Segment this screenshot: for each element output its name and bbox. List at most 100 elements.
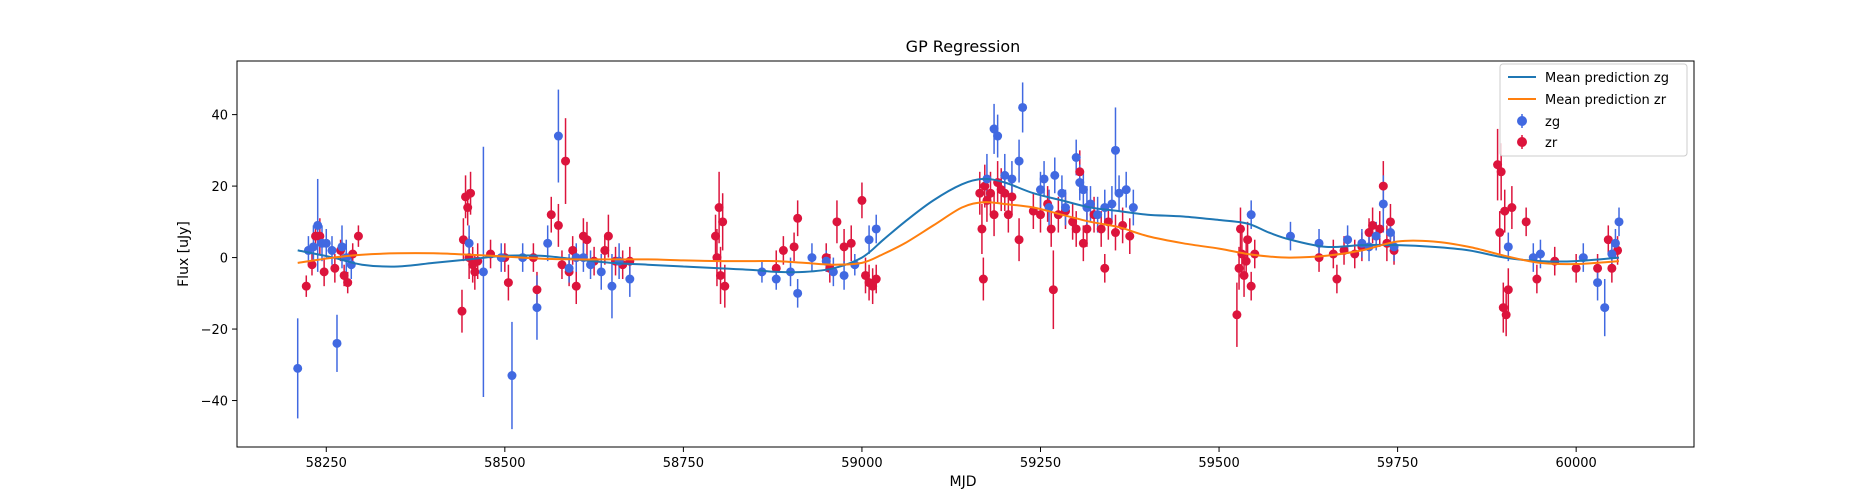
zr-point [1035, 210, 1045, 220]
zr-point [1495, 228, 1505, 238]
zr-point [716, 270, 726, 280]
zr-point [571, 281, 581, 291]
zr-point [301, 281, 311, 291]
legend-label-zr: zr [1545, 136, 1558, 151]
zr-point [1125, 231, 1135, 241]
zg-point [1078, 185, 1088, 195]
zr-point [1498, 303, 1508, 313]
zr-point [793, 213, 803, 223]
zr-point [839, 242, 849, 252]
plot-area [236, 60, 1695, 448]
zg-point [771, 274, 781, 284]
x-tick-label: 58500 [484, 456, 525, 471]
zg-point [1614, 217, 1624, 227]
zg-point [1014, 156, 1024, 166]
zg-point [507, 371, 517, 381]
zg-point [1600, 303, 1610, 313]
zg-point [313, 220, 323, 230]
zr-point [832, 217, 842, 227]
zr-point [1378, 181, 1388, 191]
y-tick-label: 20 [211, 180, 228, 195]
zr-point [557, 260, 567, 270]
zg-point [596, 267, 606, 277]
zg-point [1035, 185, 1045, 195]
zr-point [714, 203, 724, 213]
zg-point [464, 238, 474, 248]
zr-point [1071, 224, 1081, 234]
zg-point [1007, 174, 1017, 184]
zr-point [319, 267, 329, 277]
zg-point [1060, 203, 1070, 213]
zg-point [1107, 199, 1117, 209]
zg-point [1110, 145, 1120, 155]
legend-swatch-zr [1517, 137, 1527, 147]
zg-point [308, 242, 318, 252]
zr-point [1007, 192, 1017, 202]
zg-point [1246, 210, 1256, 220]
zr-point [1500, 206, 1510, 216]
legend-label-mean-zr: Mean prediction zr [1545, 93, 1667, 108]
zr-point [1603, 235, 1613, 245]
zg-point [1503, 242, 1513, 252]
zr-point [1385, 217, 1395, 227]
x-tick-label: 58750 [663, 456, 704, 471]
zr-point [857, 195, 867, 205]
zr-point [307, 260, 317, 270]
zr-point [977, 224, 987, 234]
y-tick-label: −40 [201, 395, 228, 410]
zr-point [553, 220, 563, 230]
zr-point [470, 267, 480, 277]
zg-point [1071, 153, 1081, 162]
zr-points [301, 156, 1623, 320]
zg-point [793, 288, 803, 298]
zr-point [1501, 310, 1511, 320]
zr-point [1332, 274, 1342, 284]
zr-point [353, 231, 363, 241]
zg-point [327, 245, 337, 255]
zg-point [1050, 170, 1060, 180]
zr-point [1014, 235, 1024, 245]
zg-point [871, 224, 881, 234]
zr-point [712, 253, 722, 263]
zr-point [1048, 285, 1058, 295]
y-tick-label: −20 [201, 323, 228, 338]
zr-point [1078, 238, 1088, 248]
zr-point [871, 274, 881, 284]
zr-point [1000, 188, 1010, 198]
zr-point [711, 231, 721, 241]
zg-point [989, 124, 999, 134]
x-tick-label: 58250 [306, 456, 347, 471]
legend-label-mean-zg: Mean prediction zg [1545, 71, 1669, 86]
zg-point [553, 131, 563, 141]
zr-point [546, 210, 556, 220]
zr-point [989, 210, 999, 220]
zr-point [582, 235, 592, 245]
zr-point [985, 188, 995, 198]
y-tick-label: 0 [220, 252, 228, 267]
zg-point [1535, 249, 1545, 259]
zr-point [720, 281, 730, 291]
y-axis-label: Flux [uJy] [176, 221, 192, 287]
zg-point [1000, 170, 1010, 180]
zg-point [543, 238, 553, 248]
zr-point [1368, 220, 1378, 230]
zg-point [1128, 203, 1138, 213]
zg-point [1121, 185, 1131, 195]
y-axis: −40 −20 0 20 40 [201, 109, 237, 410]
x-tick-label: 59000 [841, 456, 882, 471]
zg-point [839, 270, 849, 280]
zg-point [1371, 231, 1381, 241]
zr-point [315, 231, 325, 241]
mean-prediction-lines [297, 177, 1620, 274]
zr-point [330, 263, 340, 273]
zr-point [789, 242, 799, 252]
x-axis-label: MJD [950, 474, 977, 490]
zr-point [1496, 167, 1506, 177]
zg-point [293, 363, 303, 373]
zg-point [1378, 199, 1388, 209]
zr-point [466, 188, 476, 198]
zr-point [1375, 224, 1385, 234]
zg-point [1057, 188, 1067, 198]
zg-point [1385, 228, 1395, 238]
